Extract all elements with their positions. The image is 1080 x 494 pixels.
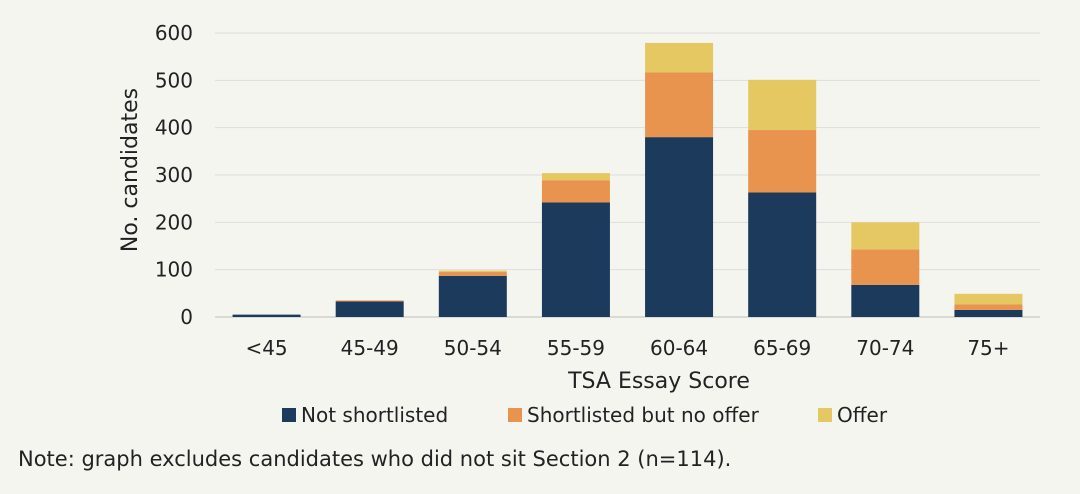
x-tick-label: 60-64 bbox=[650, 336, 708, 360]
bar-segment bbox=[748, 130, 817, 193]
gridlines bbox=[215, 32, 1040, 318]
legend: Not shortlisted Shortlisted but no offer O… bbox=[282, 403, 888, 427]
bar-segment bbox=[748, 192, 817, 317]
legend-swatch bbox=[508, 408, 522, 422]
x-tick-label: 55-59 bbox=[547, 336, 605, 360]
bar-segment bbox=[748, 79, 817, 131]
x-tick-label: 45-49 bbox=[341, 336, 399, 360]
bar-segment bbox=[645, 137, 714, 317]
legend-label: Offer bbox=[837, 403, 888, 427]
bar-segment bbox=[335, 300, 404, 302]
bar-segment bbox=[954, 309, 1023, 317]
bar-segment bbox=[954, 304, 1023, 310]
bars bbox=[232, 42, 1023, 317]
y-tick-label: 500 bbox=[155, 68, 193, 92]
bar-segment bbox=[645, 72, 714, 138]
y-tick-label: 300 bbox=[155, 163, 193, 187]
x-tick-label: 75+ bbox=[967, 336, 1009, 360]
bar-segment bbox=[541, 202, 610, 317]
legend-swatch bbox=[282, 408, 296, 422]
bar-segment bbox=[541, 173, 610, 181]
y-tick-labels: 0 100 200 300 400 500 600 bbox=[155, 21, 193, 329]
bar-segment bbox=[541, 180, 610, 203]
bar-segment bbox=[232, 314, 301, 317]
y-axis-title: No. candidates bbox=[118, 88, 143, 252]
bar-segment bbox=[645, 42, 714, 73]
x-axis-title: TSA Essay Score bbox=[567, 369, 750, 394]
y-tick-label: 400 bbox=[155, 116, 193, 140]
x-tick-label: 65-69 bbox=[753, 336, 811, 360]
y-tick-label: 200 bbox=[155, 210, 193, 234]
bar-segment bbox=[335, 301, 404, 317]
stacked-bar-chart: 0 100 200 300 400 500 600 <45 45-49 50-54 55-59 60… bbox=[118, 21, 1040, 427]
bar-segment bbox=[438, 272, 507, 276]
x-tick-label: 50-54 bbox=[444, 336, 502, 360]
x-tick-labels: <45 45-49 50-54 55-59 60-64 65-69 70-74 75+ bbox=[245, 336, 1009, 360]
y-tick-label: 100 bbox=[155, 258, 193, 282]
bar-segment bbox=[851, 284, 920, 317]
x-tick-label: 70-74 bbox=[856, 336, 914, 360]
y-tick-label: 600 bbox=[155, 21, 193, 45]
bar-segment bbox=[954, 293, 1023, 305]
bar-segment bbox=[851, 222, 920, 250]
bar-segment bbox=[851, 249, 920, 285]
x-tick-label: <45 bbox=[245, 336, 287, 360]
legend-swatch bbox=[818, 408, 832, 422]
legend-label: Shortlisted but no offer bbox=[527, 403, 760, 427]
bar-segment bbox=[438, 275, 507, 317]
y-tick-label: 0 bbox=[180, 305, 193, 329]
legend-label: Not shortlisted bbox=[301, 403, 448, 427]
bar-segment bbox=[438, 270, 507, 273]
chart-note: Note: graph excludes candidates who did … bbox=[18, 447, 732, 471]
